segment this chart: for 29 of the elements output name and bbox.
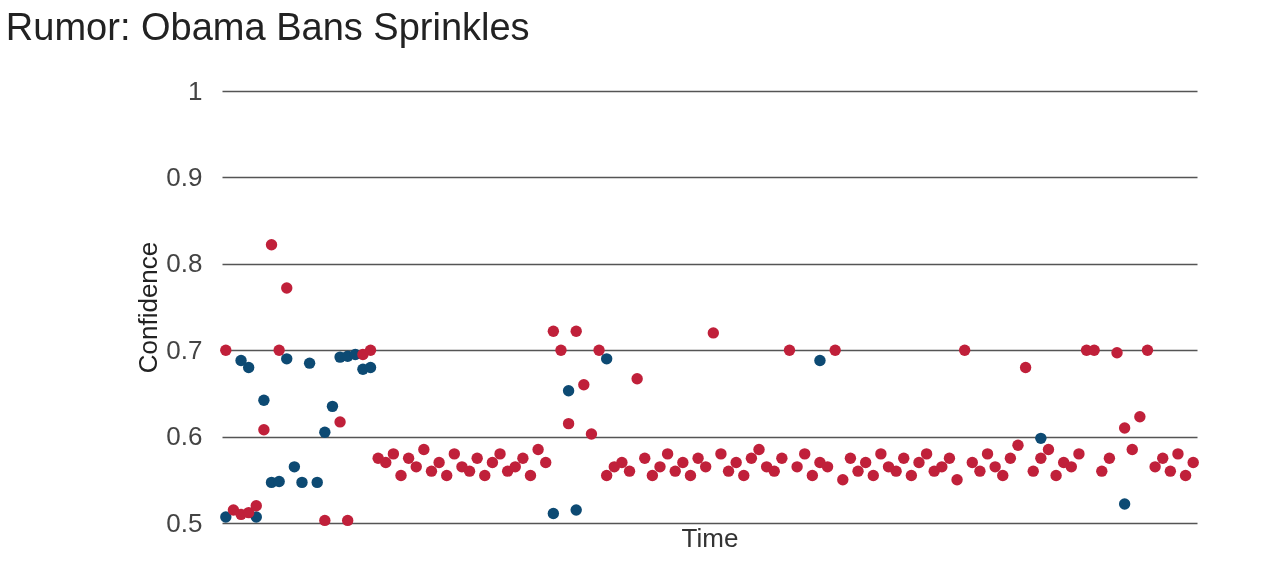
y-tick-label: 0.8	[166, 248, 203, 279]
point	[562, 385, 575, 397]
point	[281, 353, 293, 365]
point	[303, 357, 316, 369]
chart-title: Rumor: Obama Bans Sprinkles	[5, 6, 530, 48]
point	[319, 426, 331, 438]
point	[242, 361, 255, 374]
point	[1118, 498, 1131, 510]
x-axis-title: Time	[681, 522, 739, 553]
point	[547, 507, 560, 520]
y-tick-label: 0.9	[166, 161, 203, 192]
point	[814, 354, 826, 367]
y-tick-label: 0.5	[166, 507, 203, 538]
point	[273, 475, 285, 488]
y-tick-label: 0.7	[166, 334, 203, 365]
point	[258, 394, 270, 406]
point	[288, 461, 301, 473]
point	[600, 353, 613, 365]
point	[235, 354, 247, 367]
y-tick-label: 0.6	[166, 421, 203, 452]
point	[296, 476, 308, 489]
point	[220, 511, 232, 523]
point	[1035, 432, 1047, 445]
point	[570, 504, 582, 516]
point	[364, 361, 377, 374]
point	[326, 400, 339, 413]
y-axis-title: Confidence	[133, 241, 164, 374]
point	[311, 476, 323, 489]
y-tick-label: 1	[188, 75, 203, 106]
